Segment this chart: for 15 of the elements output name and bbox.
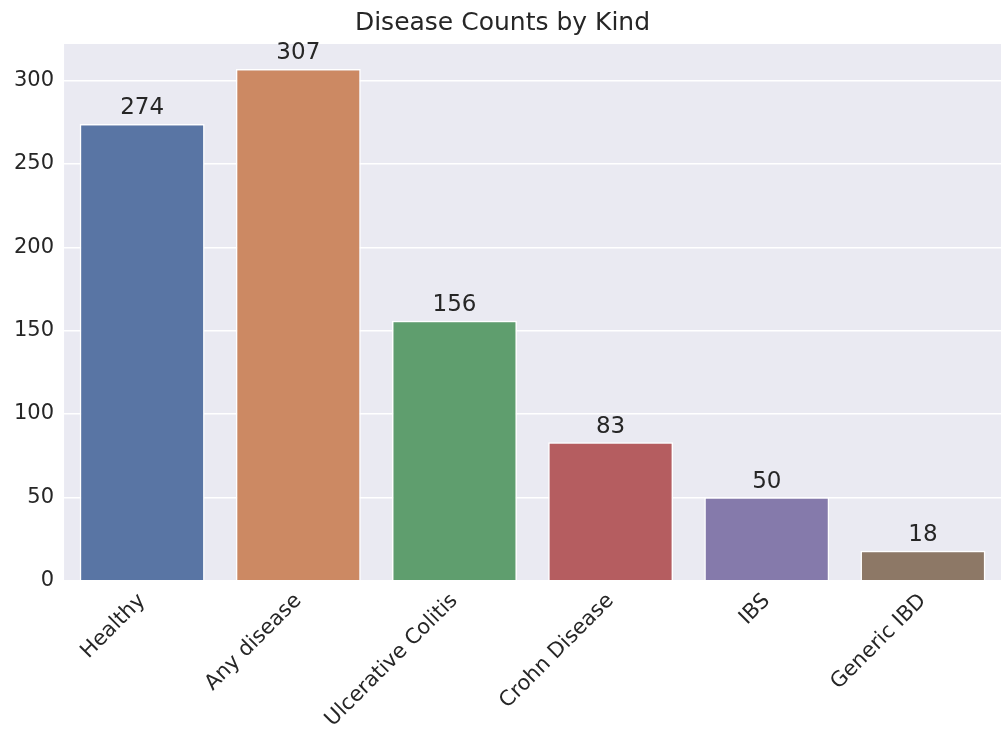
data-label: 274 xyxy=(120,93,165,120)
chart-title: Disease Counts by Kind xyxy=(354,6,651,36)
y-tick-label: 150 xyxy=(13,317,55,342)
y-tick-label: 300 xyxy=(13,67,55,92)
y-tick-label: 0 xyxy=(40,567,55,592)
y-tick-label: 200 xyxy=(13,233,55,258)
data-label: 83 xyxy=(595,411,626,438)
y-tick-label: 100 xyxy=(13,400,55,425)
data-label: 307 xyxy=(276,38,321,65)
y-tick-label: 50 xyxy=(27,483,55,508)
y-tick-label: 250 xyxy=(13,150,55,175)
data-label: 18 xyxy=(908,520,938,547)
data-label: 50 xyxy=(752,466,782,493)
data-label: 156 xyxy=(432,290,477,317)
x-tick-label: IBS xyxy=(733,588,775,629)
